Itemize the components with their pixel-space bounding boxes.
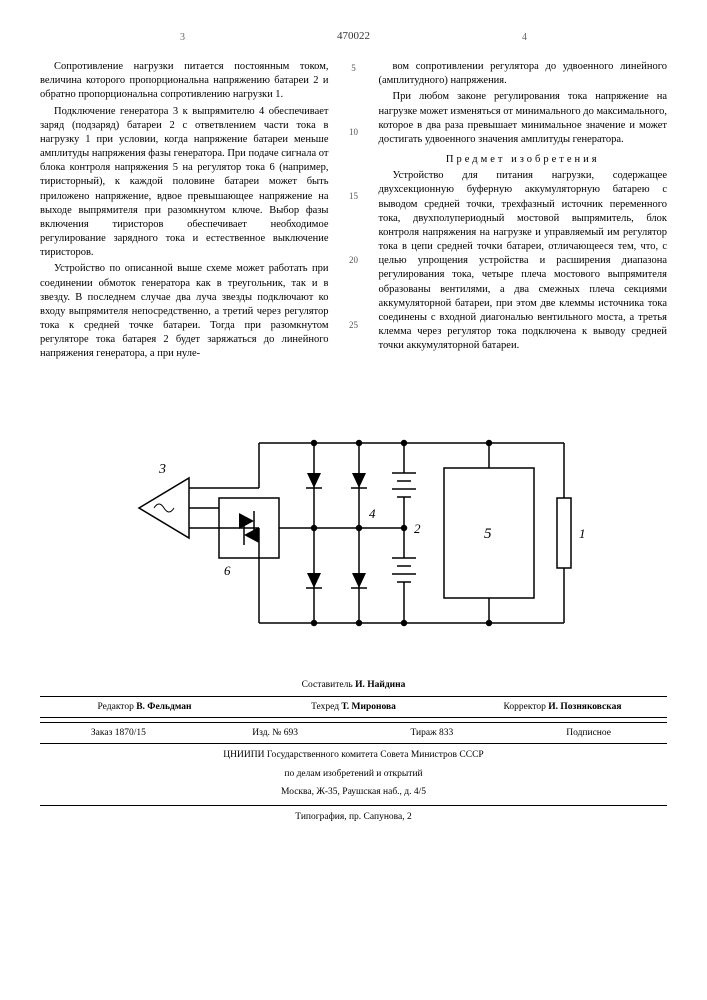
line-mark: 20 — [349, 254, 358, 266]
print-row: Заказ 1870/15 Изд. № 693 Тираж 833 Подпи… — [40, 722, 667, 744]
left-p1: Сопротивление нагрузки питается постоянн… — [40, 60, 329, 103]
right-p1: вом сопротивлении регулятора до удвоенно… — [379, 60, 668, 88]
line-mark: 5 — [351, 62, 356, 74]
column-number-left: 3 — [180, 32, 185, 43]
subject-of-invention-title: Предмет изобретения — [379, 153, 668, 167]
compiler-line: Составитель И. Найдина — [40, 678, 667, 692]
tirazh-cell: Тираж 833 — [354, 726, 511, 740]
left-column: Сопротивление нагрузки питается постоянн… — [40, 60, 329, 383]
label-battery: 2 — [414, 521, 421, 536]
org-line-1: ЦНИИПИ Государственного комитета Совета … — [40, 748, 667, 762]
text-columns: Сопротивление нагрузки питается постоянн… — [40, 60, 667, 383]
line-number-marks: 5 10 15 20 25 — [347, 60, 361, 383]
staff-row: Редактор В. Фельдман Техред Т. Миронова … — [40, 696, 667, 718]
line-mark: 15 — [349, 190, 358, 202]
corrector-cell: Корректор И. Позняковская — [458, 700, 667, 714]
label-load: 1 — [579, 526, 586, 541]
left-p2: Подключение генератора 3 к выпрямителю 4… — [40, 105, 329, 261]
line-mark: 10 — [349, 126, 358, 138]
typography-line: Типография, пр. Сапунова, 2 — [40, 805, 667, 824]
circuit-diagram: 3 6 — [104, 413, 604, 653]
tech-cell: Техред Т. Миронова — [249, 700, 458, 714]
label-generator: 3 — [158, 462, 166, 477]
label-control: 5 — [484, 526, 492, 542]
column-number-right: 4 — [522, 32, 527, 43]
label-rectifier: 4 — [369, 506, 376, 521]
org-line-3: Москва, Ж-35, Раушская наб., д. 4/5 — [40, 785, 667, 799]
circuit-diagram-container: 3 6 — [40, 413, 667, 658]
right-p3: Устройство для питания нагрузки, содержа… — [379, 169, 668, 353]
order-cell: Заказ 1870/15 — [40, 726, 197, 740]
page-root: 470022 3 4 Сопротивление нагрузки питает… — [0, 0, 707, 1000]
label-regulator: 6 — [224, 563, 231, 578]
izd-cell: Изд. № 693 — [197, 726, 354, 740]
right-p2: При любом законе регулирования тока напр… — [379, 90, 668, 147]
line-mark: 25 — [349, 319, 358, 331]
left-p3: Устройство по описанной выше схеме может… — [40, 262, 329, 361]
document-number: 470022 — [40, 30, 667, 42]
editor-cell: Редактор В. Фельдман — [40, 700, 249, 714]
compiler-label: Составитель — [302, 680, 353, 690]
org-line-2: по делам изобретений и открытий — [40, 767, 667, 781]
footer: Составитель И. Найдина Редактор В. Фельд… — [40, 678, 667, 825]
podpisnoe-cell: Подписное — [510, 726, 667, 740]
compiler-name: И. Найдина — [355, 680, 405, 690]
right-column: вом сопротивлении регулятора до удвоенно… — [379, 60, 668, 383]
